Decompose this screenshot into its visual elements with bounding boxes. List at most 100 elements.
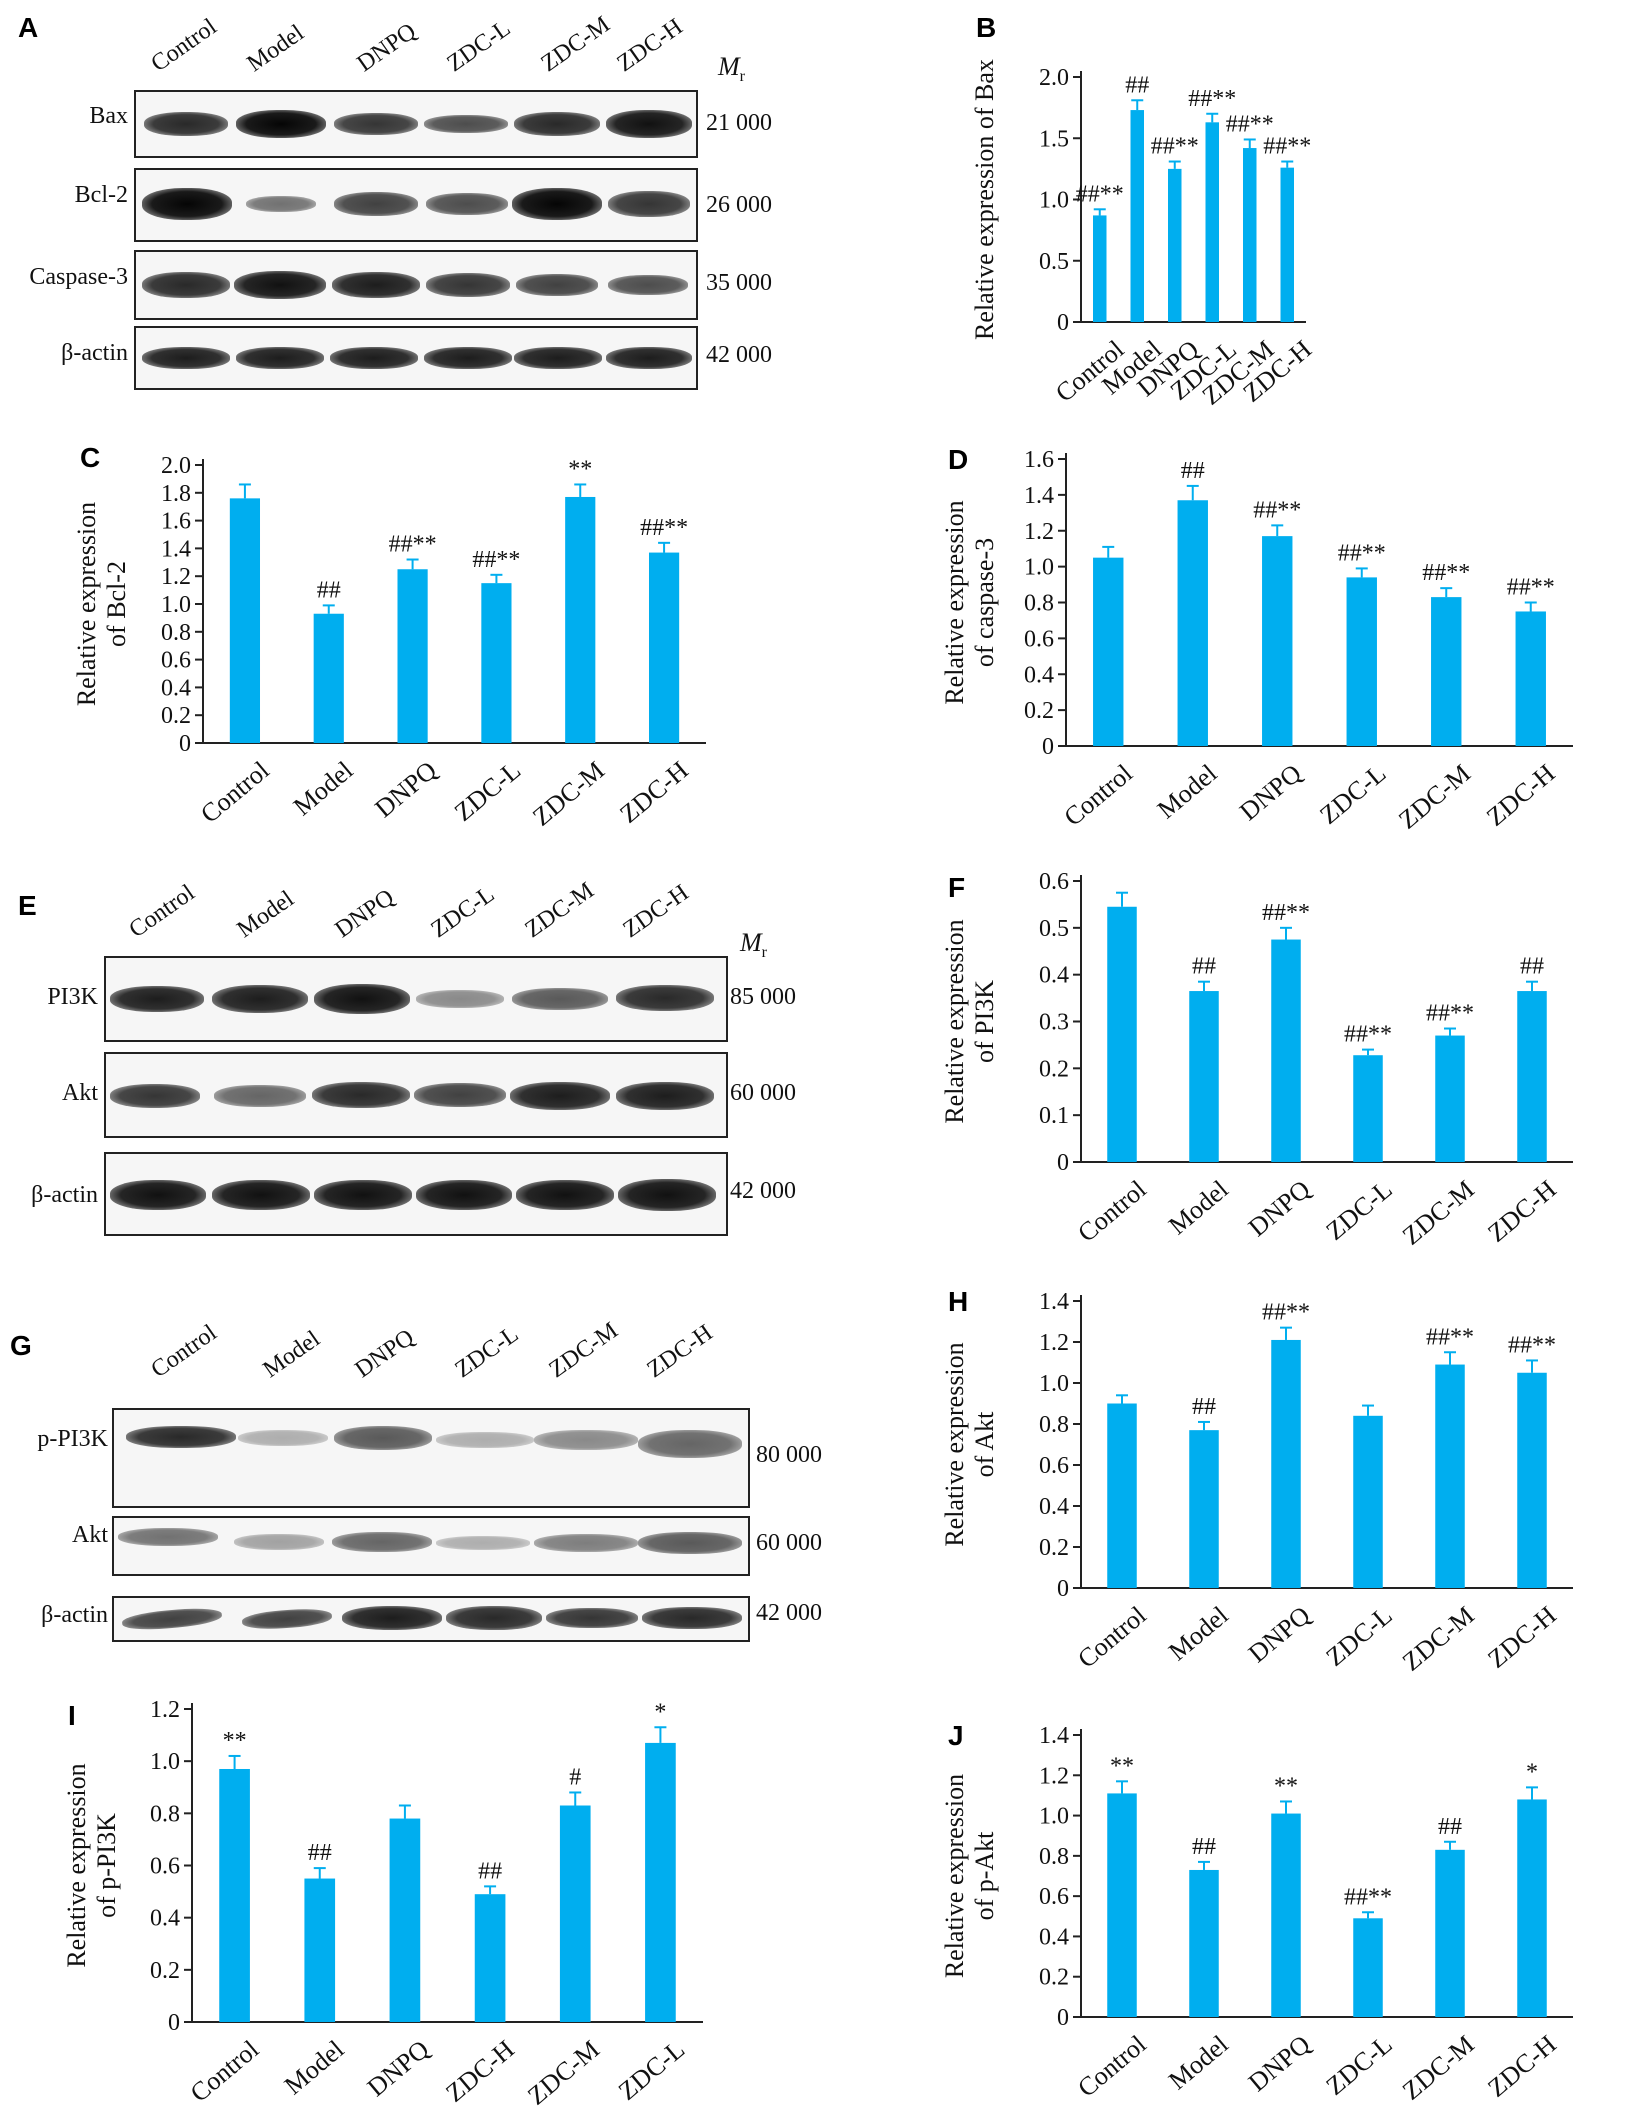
row-name: Bax: [89, 103, 128, 129]
band: [414, 1083, 506, 1107]
band: [126, 1426, 236, 1448]
band: [512, 188, 602, 220]
y-tick-label: 0.5: [1039, 249, 1069, 275]
category-label: ZDC-M: [1397, 2029, 1480, 2105]
y-axis-label: of p-Akt: [970, 1831, 999, 1921]
band: [330, 347, 418, 369]
y-tick-label: 0.2: [150, 1958, 180, 1984]
molecular-weight: 26 000: [706, 192, 772, 218]
significance-label: *: [1526, 1759, 1538, 1785]
blot-strip: [112, 1596, 750, 1642]
band: [142, 272, 230, 298]
row-name: Caspase-3: [29, 264, 128, 290]
bar: [1515, 611, 1546, 746]
bar: [1435, 1849, 1465, 2017]
panel-letter-a: A: [18, 12, 39, 43]
band: [642, 1607, 742, 1629]
molecular-weight: 21 000: [706, 110, 772, 136]
y-tick-label: 0.4: [1039, 1494, 1069, 1520]
bar: [229, 498, 261, 743]
molecular-weight: 80 000: [756, 1442, 822, 1468]
significance-label: ##**: [1426, 1324, 1474, 1350]
bar: [481, 583, 512, 743]
band: [238, 1430, 328, 1446]
bar: [1353, 1415, 1383, 1588]
band: [516, 274, 598, 296]
y-tick-label: 0.8: [1024, 591, 1054, 617]
y-tick-label: 1.4: [1039, 1289, 1069, 1315]
band: [144, 112, 228, 136]
y-tick-label: 0.8: [1039, 1844, 1069, 1870]
bar: [1130, 110, 1144, 322]
bar: [645, 1742, 676, 2022]
significance-label: ##**: [1188, 86, 1236, 112]
row-name: Akt: [72, 1522, 108, 1548]
row-name: β-actin: [61, 340, 128, 366]
significance-label: ##**: [1338, 540, 1386, 566]
bar: [304, 1878, 336, 2022]
y-tick-label: 1.6: [161, 509, 191, 535]
y-tick-label: 0.1: [1039, 1103, 1069, 1129]
blot-strip: [104, 1052, 728, 1138]
y-axis-label: of PI3K: [970, 980, 999, 1063]
band: [246, 196, 316, 212]
y-axis-label: Relative expression: [940, 500, 969, 704]
band: [616, 985, 714, 1011]
y-tick-label: 1.8: [161, 481, 191, 507]
category-label: ZDC-L: [1320, 2029, 1397, 2100]
bar: [1093, 215, 1107, 322]
y-axis-label: of Bcl-2: [102, 561, 131, 647]
y-tick-label: 0.2: [1039, 1535, 1069, 1561]
y-tick-label: 0.6: [1039, 869, 1069, 895]
y-tick-label: 0: [1057, 2005, 1069, 2031]
band: [426, 273, 510, 297]
significance-label: ##: [1192, 1394, 1216, 1420]
bar: [1271, 1813, 1301, 2017]
y-tick-label: 0.3: [1039, 1010, 1069, 1036]
y-tick-label: 0.4: [161, 675, 191, 701]
significance-label: ##**: [1253, 497, 1301, 523]
significance-label: ##: [308, 1840, 332, 1866]
y-tick-label: 0.8: [150, 1801, 180, 1827]
bar: [1189, 1869, 1219, 2017]
y-tick-label: 1.0: [1024, 555, 1054, 581]
bar: [1107, 1403, 1137, 1588]
y-axis-label: Relative expression: [940, 919, 969, 1123]
band: [512, 988, 608, 1010]
y-tick-label: 0.6: [1039, 1453, 1069, 1479]
y-tick-label: 0.8: [161, 620, 191, 646]
significance-label: ##**: [1262, 900, 1310, 926]
row-name: β-actin: [31, 1182, 98, 1208]
band: [510, 1082, 610, 1110]
y-tick-label: 0: [168, 2010, 180, 2036]
bar: [1353, 1918, 1383, 2017]
band: [212, 1180, 310, 1210]
y-tick-label: 0.2: [1039, 1965, 1069, 1991]
bar: [1353, 1055, 1383, 1162]
band: [534, 1430, 638, 1450]
molecular-weight: 60 000: [730, 1080, 796, 1106]
panel-letter-g: G: [10, 1330, 32, 1361]
bar: [565, 496, 596, 743]
y-tick-label: 1.2: [1024, 519, 1054, 545]
row-name: p-PI3K: [37, 1426, 108, 1452]
y-tick-label: 1.5: [1039, 126, 1069, 152]
bar: [559, 1805, 591, 2022]
bar: [1205, 122, 1219, 322]
band: [118, 1528, 218, 1546]
significance-label: #: [569, 1764, 581, 1790]
y-tick-label: 0.8: [1039, 1412, 1069, 1438]
y-tick-label: 0.6: [1024, 626, 1054, 652]
band: [342, 1606, 442, 1630]
bar: [219, 1768, 250, 2022]
significance-label: ##**: [1508, 1332, 1556, 1358]
bar: [1280, 167, 1294, 322]
significance-label: **: [568, 456, 592, 482]
panel-letter-i: I: [68, 1700, 76, 1731]
bar: [1107, 906, 1137, 1162]
band: [436, 1536, 530, 1550]
significance-label: ##**: [1507, 575, 1555, 601]
